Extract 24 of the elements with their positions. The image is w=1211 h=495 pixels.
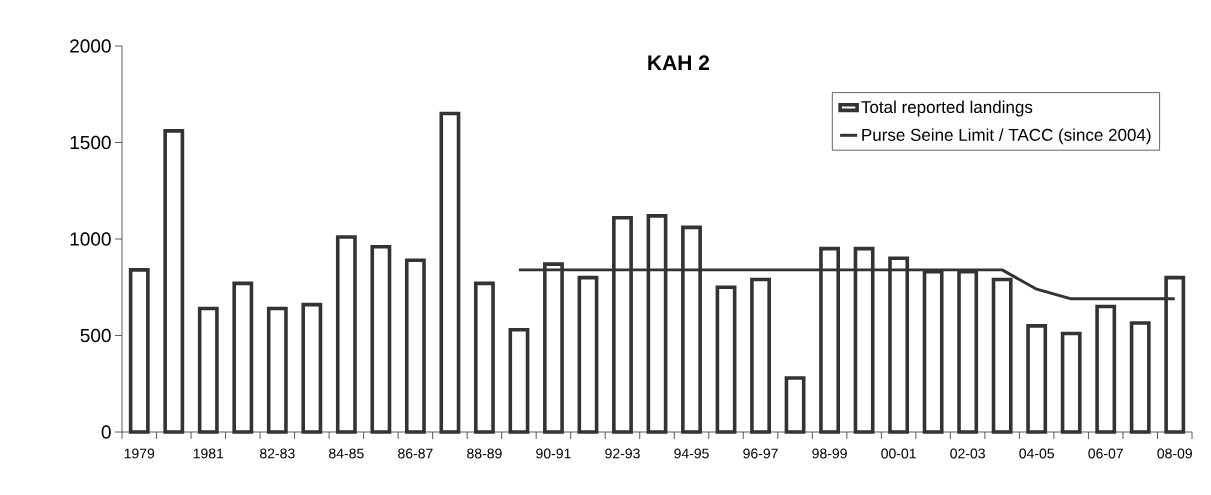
x-tick-label: 04-05 [1019,448,1054,459]
x-tick-label: 90-91 [536,448,571,459]
legend-label: Total reported landings [861,100,1033,117]
x-tick-label: 88-89 [467,448,502,459]
x-tick-label: 06-07 [1088,448,1123,459]
x-tick-label: 1979 [124,448,155,459]
x-tick-label: 98-99 [812,448,847,459]
x-tick-label: 82-83 [260,448,295,459]
x-tick-label: 94-95 [674,448,709,459]
x-tick-label: 86-87 [398,448,433,459]
x-tick-label: 1981 [193,448,224,459]
x-tick-label: 96-97 [743,448,778,459]
y-tick-label: 1500 [70,135,111,150]
y-tick-label: 2000 [70,39,111,53]
x-tick-label: 02-03 [950,448,985,459]
chart-title: KAH 2 [648,55,710,70]
y-tick-label: 500 [80,328,111,343]
x-tick-label: 92-93 [605,448,640,459]
y-tick-label: 0 [101,425,111,439]
y-tick-label: 1000 [70,232,111,246]
x-tick-label: 08-09 [1157,448,1192,459]
x-tick-label: 00-01 [881,448,916,459]
x-tick-label: 84-85 [329,448,364,459]
legend-label: Purse Seine Limit / TACC (since 2004) [862,128,1151,145]
